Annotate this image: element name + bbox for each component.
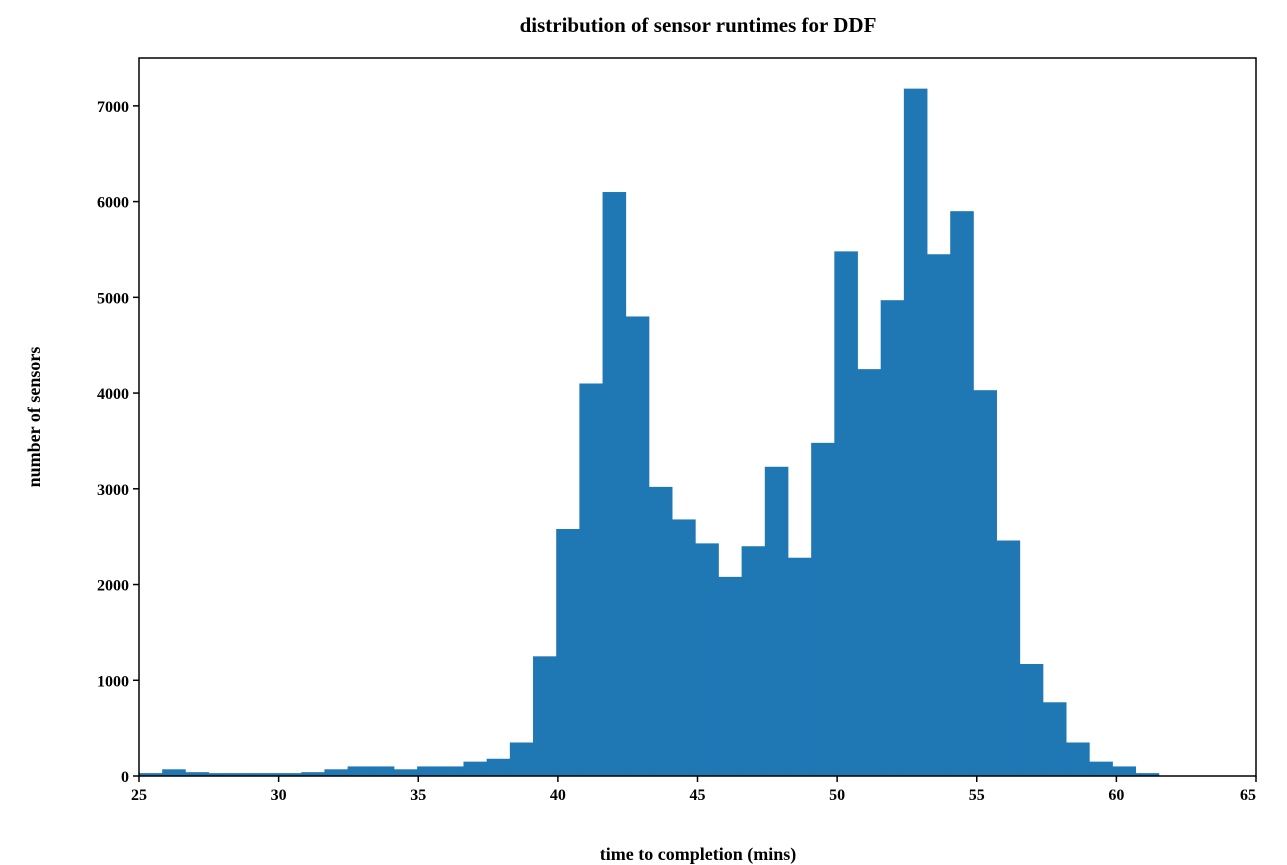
- y-tick-label: 7000: [97, 99, 129, 116]
- histogram-bar: [139, 773, 163, 776]
- chart-title: distribution of sensor runtimes for DDF: [520, 13, 877, 37]
- y-axis-label: number of sensors: [24, 347, 44, 488]
- x-tick-label: 30: [271, 787, 287, 804]
- x-tick-label: 25: [131, 787, 147, 804]
- y-tick-label: 0: [121, 769, 129, 786]
- histogram-bar: [393, 769, 418, 776]
- histogram-bar: [254, 773, 279, 776]
- histogram-bar: [509, 742, 534, 776]
- histogram-bar: [648, 486, 673, 776]
- bars-group: [139, 88, 1160, 777]
- histogram-bar: [695, 543, 719, 776]
- x-tick-label: 60: [1108, 787, 1124, 804]
- histogram-bar: [208, 773, 233, 776]
- y-tick-label: 6000: [97, 195, 129, 212]
- histogram-bar: [1135, 773, 1160, 776]
- histogram-bar: [602, 192, 627, 776]
- histogram-bar: [347, 766, 372, 776]
- histogram-bar: [324, 769, 348, 776]
- y-tick-label: 4000: [97, 386, 129, 403]
- histogram-bar: [417, 766, 441, 776]
- y-tick-label: 2000: [97, 578, 129, 595]
- histogram-bar: [278, 773, 302, 776]
- histogram-bar: [973, 390, 997, 776]
- histogram-bar: [370, 766, 395, 776]
- x-tick-label: 35: [410, 787, 426, 804]
- histogram-bar: [1066, 742, 1090, 776]
- plot-frame: [138, 57, 1257, 777]
- histogram-bar: [486, 758, 511, 776]
- histogram-bar: [231, 773, 256, 776]
- x-axis-label: time to completion (mins): [600, 844, 796, 865]
- histogram-bar: [556, 529, 580, 776]
- histogram-bar: [1112, 766, 1137, 776]
- histogram-bar: [741, 546, 766, 776]
- x-axis-ticks: 25 30 35 40 45 50 55 60 65: [131, 776, 1257, 804]
- histogram-bar: [857, 369, 882, 776]
- y-tick-label: 3000: [97, 482, 129, 499]
- histogram-bar: [301, 772, 325, 776]
- histogram-bar: [625, 316, 650, 776]
- histogram-bar: [672, 519, 696, 776]
- y-tick-label: 5000: [97, 290, 129, 307]
- y-tick-label: 1000: [97, 673, 129, 690]
- x-tick-label: 45: [690, 787, 706, 804]
- histogram-bar: [533, 656, 557, 776]
- histogram-bar: [880, 300, 905, 776]
- histogram-bar: [463, 761, 488, 776]
- histogram-bar: [996, 540, 1021, 776]
- histogram-bar: [579, 383, 603, 776]
- histogram-bar: [811, 442, 835, 776]
- histogram-bar: [440, 766, 464, 776]
- x-tick-label: 65: [1240, 787, 1256, 804]
- histogram-bar: [903, 88, 928, 777]
- histogram-bar: [834, 251, 858, 776]
- histogram-bar: [1019, 663, 1044, 776]
- histogram-bar: [162, 769, 186, 776]
- x-tick-label: 40: [550, 787, 566, 804]
- histogram-bar: [1042, 702, 1067, 776]
- histogram-bar: [787, 557, 812, 776]
- histogram-bar: [950, 211, 974, 776]
- y-axis-ticks: 0 1000 2000 3000 4000 5000 6000 7000: [97, 99, 139, 786]
- histogram-bar: [764, 466, 789, 776]
- histogram-bar: [718, 576, 743, 776]
- x-tick-label: 50: [829, 787, 845, 804]
- x-tick-label: 55: [969, 787, 985, 804]
- histogram-bar: [185, 772, 209, 776]
- histogram-bar: [1089, 761, 1113, 776]
- histogram-bar: [927, 254, 951, 777]
